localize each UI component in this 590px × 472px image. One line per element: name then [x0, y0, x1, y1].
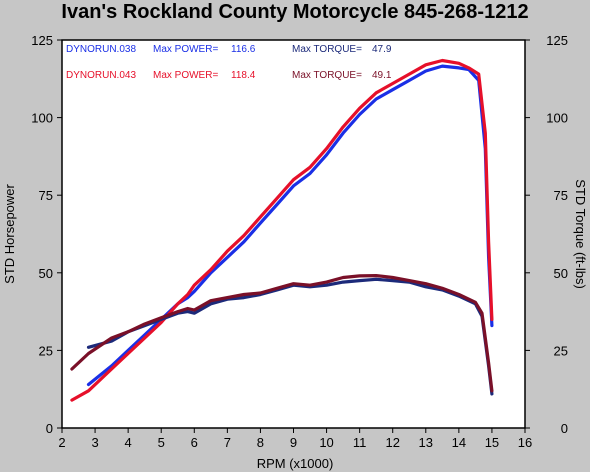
y-tick-label: 50	[39, 266, 53, 281]
legend-power-label: Max POWER=	[153, 70, 218, 81]
x-tick-label: 8	[257, 435, 264, 450]
y-tick-label: 0	[46, 421, 53, 436]
x-tick-label: 5	[158, 435, 165, 450]
chart-title: Ivan's Rockland County Motorcycle 845-26…	[61, 1, 528, 23]
legend-run-label: DYNORUN.038	[66, 44, 136, 55]
x-axis: 2 3 4 5 6 7 8 9 10 11 12 13 14 15 16	[58, 428, 532, 450]
x-tick-label: 10	[319, 435, 333, 450]
x-tick-label: 3	[91, 435, 98, 450]
x-tick-label: 2	[58, 435, 65, 450]
legend-torque-value: 47.9	[372, 44, 392, 55]
y2-tick-label: 0	[561, 421, 568, 436]
x-tick-label: 12	[385, 435, 399, 450]
legend-torque-label: Max TORQUE=	[292, 70, 362, 81]
x-tick-label: 16	[518, 435, 532, 450]
x-tick-label: 7	[224, 435, 231, 450]
x-tick-label: 9	[290, 435, 297, 450]
y2-tick-label: 50	[554, 266, 568, 281]
legend-power-value: 118.4	[231, 70, 256, 81]
y2-tick-label: 75	[554, 188, 568, 203]
y2-tick-label: 125	[546, 33, 568, 48]
y-axis-title: STD Horsepower	[2, 183, 17, 283]
y-tick-label: 125	[31, 33, 53, 48]
y-tick-label: 100	[31, 111, 53, 126]
series-line-power-2	[70, 58, 494, 402]
x-tick-label: 11	[353, 435, 367, 450]
x-tick-label: 14	[452, 435, 466, 450]
x-tick-label: 4	[125, 435, 132, 450]
y2-tick-label: 25	[554, 343, 568, 358]
y-tick-label: 25	[39, 343, 53, 358]
legend-run-label: DYNORUN.043	[66, 70, 136, 81]
x-tick-label: 15	[485, 435, 499, 450]
series-line-torque-4	[70, 274, 494, 393]
y-tick-label: 75	[39, 188, 53, 203]
x-tick-label: 13	[419, 435, 433, 450]
legend-power-value: 116.6	[231, 44, 256, 55]
legend-power-label: Max POWER=	[153, 44, 218, 55]
x-axis-title: RPM (x1000)	[257, 456, 334, 471]
x-tick-label: 6	[191, 435, 198, 450]
legend-torque-label: Max TORQUE=	[292, 44, 362, 55]
y-axis-right: 0 25 50 75 100 125	[525, 33, 568, 436]
y2-axis-title: STD Torque (ft-lbs)	[573, 179, 588, 289]
plot-area	[61, 39, 526, 429]
y-axis-left: 0 25 50 75 100 125	[31, 33, 62, 436]
legend-torque-value: 49.1	[372, 70, 392, 81]
legend: DYNORUN.038 Max POWER= 116.6 Max TORQUE= 47.…	[66, 44, 392, 81]
y2-tick-label: 100	[546, 111, 568, 126]
series-layer	[70, 58, 494, 402]
